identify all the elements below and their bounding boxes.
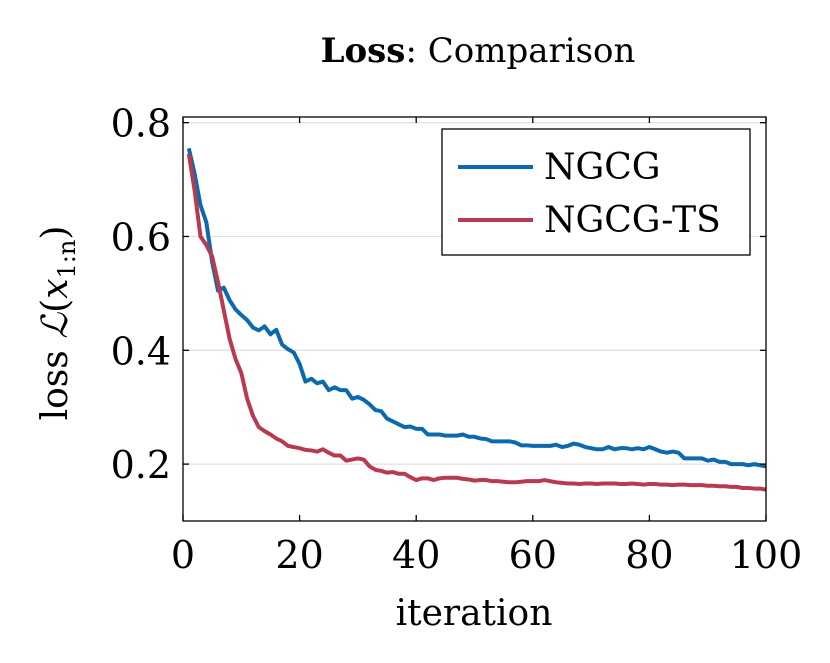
y-tick-label: 0.4 xyxy=(111,329,171,373)
x-tick-label: 20 xyxy=(275,533,323,577)
chart-title-rest: : Comparison xyxy=(405,31,635,71)
plot-frame xyxy=(182,116,767,522)
y-tick-label: 0.6 xyxy=(111,215,171,259)
series-lines xyxy=(186,147,767,492)
series-line-ngcg xyxy=(186,147,767,469)
x-tick-label: 100 xyxy=(730,533,803,577)
x-axis-label: iteration xyxy=(396,593,553,634)
y-axis-label-prefix: loss xyxy=(35,339,76,421)
x-tick-label: 60 xyxy=(509,533,557,577)
x-tick-label: 80 xyxy=(625,533,673,577)
legend-box xyxy=(441,128,751,256)
y-axis-label: loss ℒ(x1:n) xyxy=(35,226,81,421)
legend-label-ngcg-ts: NGCG-TS xyxy=(544,200,721,241)
y-axis-label-var: x xyxy=(35,278,76,298)
series-line-ngcg-ts xyxy=(186,153,767,492)
legend-label-ngcg: NGCG xyxy=(544,147,661,188)
y-axis-label-open: ( xyxy=(35,299,76,313)
y-axis-label-close: ) xyxy=(35,226,76,240)
x-tick-label: 40 xyxy=(392,533,440,577)
y-axis-label-sub: 1:n xyxy=(53,240,81,279)
chart-title: Loss: Comparison xyxy=(321,31,636,71)
y-tick-label: 0.2 xyxy=(111,443,171,487)
x-tick-label: 0 xyxy=(171,533,195,577)
legend: NGCG NGCG-TS xyxy=(441,128,751,256)
chart-title-bold: Loss xyxy=(321,31,406,71)
axis-ticks: 0.2 0.4 0.6 0.8 0 20 40 60 80 100 xyxy=(111,102,803,577)
y-axis-label-script: ℒ xyxy=(35,312,76,339)
y-tick-label: 0.8 xyxy=(111,102,171,146)
